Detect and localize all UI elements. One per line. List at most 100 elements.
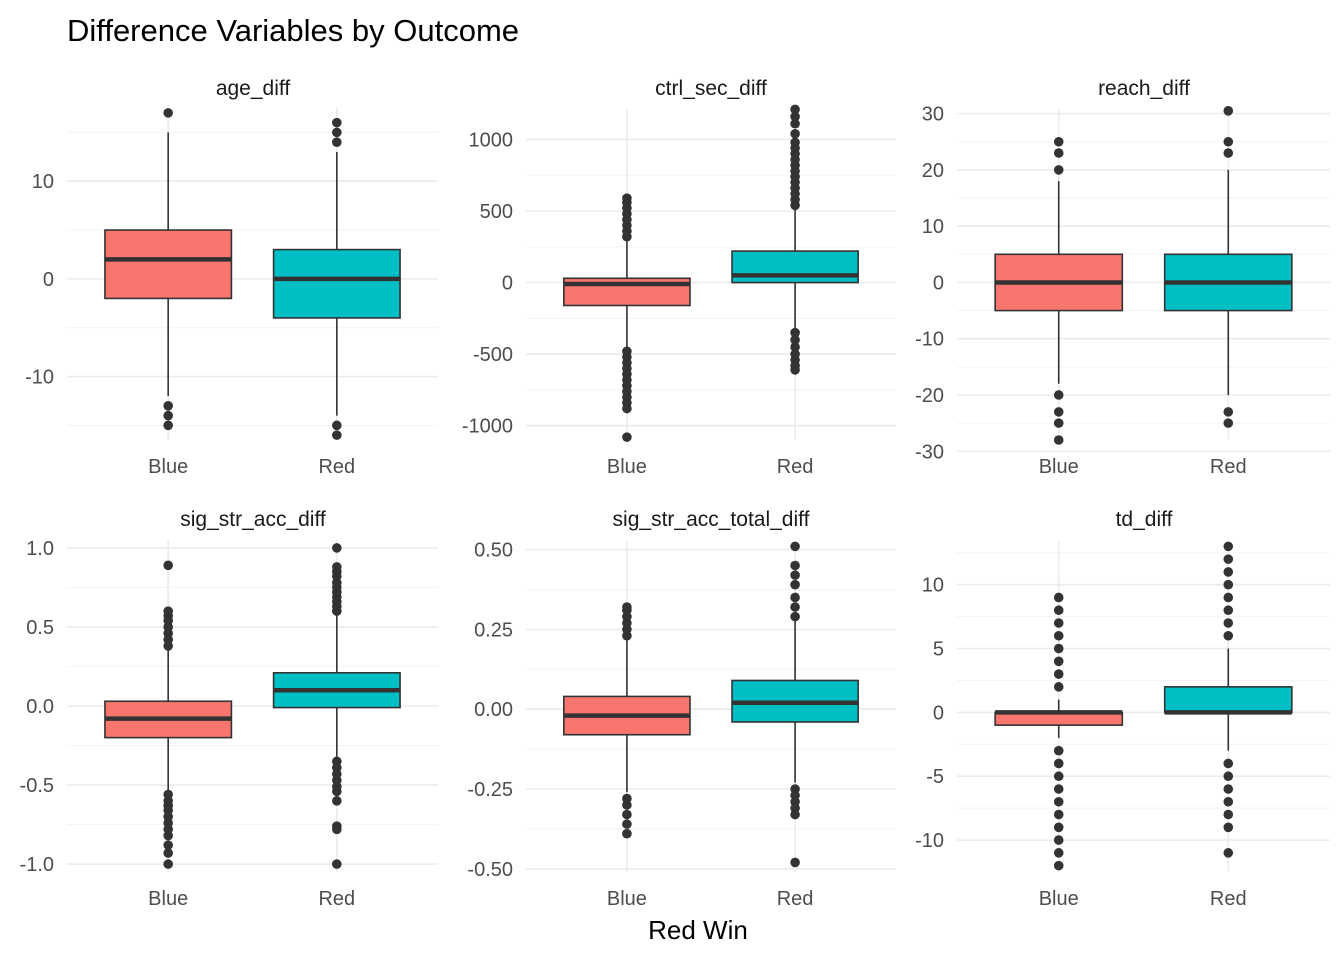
outlier-point <box>790 809 800 820</box>
outlier-point <box>332 127 342 138</box>
facet-strip-label: age_diff <box>216 77 291 100</box>
outlier-point <box>1223 136 1234 147</box>
y-tick-label: 1.0 <box>26 538 54 560</box>
y-tick-label: 1000 <box>469 129 514 151</box>
outlier-point <box>1053 407 1064 417</box>
outlier-point <box>163 410 173 421</box>
outlier-point <box>622 800 632 810</box>
iqr-box <box>272 248 401 319</box>
y-tick-label: -0.5 <box>20 775 54 797</box>
y-tick-label: 0.00 <box>474 699 513 721</box>
x-tick-label: Blue <box>1039 888 1079 910</box>
y-tick-label: -10 <box>915 830 944 852</box>
iqr-box <box>731 250 859 284</box>
y-tick-label: 0.50 <box>474 540 513 562</box>
outlier-point <box>1053 745 1064 756</box>
box-red <box>1163 106 1293 428</box>
outlier-point <box>1223 796 1234 807</box>
outlier-point <box>332 117 342 128</box>
outlier-point <box>790 579 800 590</box>
outlier-point <box>1053 848 1064 858</box>
outlier-point <box>622 819 632 829</box>
x-tick-label: Blue <box>607 456 647 478</box>
facet-strip-label: td_diff <box>1116 508 1173 531</box>
y-tick-label: -500 <box>473 344 513 366</box>
outlier-point <box>1223 148 1234 158</box>
x-axis-title: Red Win <box>648 915 748 945</box>
outlier-point <box>1053 771 1064 782</box>
box-red <box>1163 541 1293 858</box>
outlier-point <box>622 809 632 820</box>
outlier-point <box>332 543 342 553</box>
outlier-point <box>1053 682 1064 692</box>
box-blue <box>994 136 1124 445</box>
outlier-point <box>790 592 800 603</box>
y-tick-label: 0.25 <box>474 619 513 641</box>
outlier-point <box>1053 618 1064 628</box>
outlier-point <box>332 859 342 869</box>
x-tick-label: Red <box>318 456 355 478</box>
x-tick-label: Blue <box>1039 456 1079 478</box>
outlier-point <box>332 420 342 431</box>
outlier-point <box>1053 835 1064 845</box>
box-blue <box>104 560 233 869</box>
y-tick-label: -30 <box>915 441 944 463</box>
outlier-point <box>1223 630 1234 641</box>
outlier-point <box>790 602 800 612</box>
outlier-point <box>332 562 342 572</box>
facet-panel-sig_str_acc_total_diff: -0.50 -0.25 0.00 0.25 0.50 Blue Red sig_str_acc… <box>467 508 896 910</box>
outlier-point <box>622 403 632 414</box>
outlier-point <box>163 830 173 841</box>
outlier-point <box>790 560 800 571</box>
outlier-point <box>1053 643 1064 654</box>
outlier-point <box>163 401 173 411</box>
outlier-point <box>790 111 800 122</box>
outlier-point <box>1223 541 1234 552</box>
outlier-point <box>790 137 800 148</box>
box-blue <box>104 108 233 431</box>
x-tick-label: Red <box>777 456 814 478</box>
outlier-point <box>1223 106 1234 116</box>
outlier-point <box>1053 390 1064 400</box>
y-tick-label: 20 <box>922 160 944 182</box>
outlier-point <box>622 193 632 203</box>
outlier-point <box>163 560 173 571</box>
x-tick-label: Red <box>1210 888 1247 910</box>
y-tick-label: 30 <box>922 104 944 126</box>
outlier-point <box>790 342 800 352</box>
box-blue <box>563 602 691 839</box>
x-tick-label: Blue <box>148 888 188 910</box>
outlier-point <box>1053 435 1064 445</box>
iqr-box <box>1163 686 1293 714</box>
outlier-point <box>1053 630 1064 641</box>
y-tick-label: 0.5 <box>26 617 54 639</box>
box-red <box>731 541 859 868</box>
outlier-point <box>790 118 800 129</box>
y-tick-label: -0.25 <box>467 779 513 801</box>
facet-panel-td_diff: -10 -5 0 5 10 Blue Red td_diff <box>915 508 1330 910</box>
y-tick-label: -1.0 <box>20 854 54 876</box>
outlier-point <box>332 786 342 797</box>
outlier-point <box>1223 771 1234 782</box>
outlier-point <box>790 335 800 345</box>
y-tick-label: 0 <box>502 273 513 295</box>
y-tick-label: 10 <box>922 216 944 238</box>
outlier-point <box>790 104 800 115</box>
outlier-point <box>1053 418 1064 428</box>
outlier-point <box>1053 822 1064 833</box>
outlier-point <box>1223 567 1234 577</box>
y-tick-label: -1000 <box>462 416 513 438</box>
box-red <box>731 104 859 375</box>
x-tick-label: Blue <box>148 456 188 478</box>
outlier-point <box>1053 796 1064 807</box>
outlier-point <box>1223 618 1234 628</box>
y-tick-label: 500 <box>480 201 513 223</box>
facet-strip-label: ctrl_sec_diff <box>655 77 767 100</box>
outlier-point <box>1223 554 1234 564</box>
x-tick-label: Blue <box>607 888 647 910</box>
outlier-point <box>1053 148 1064 158</box>
outlier-point <box>1223 592 1234 603</box>
facet-panel-age_diff: -10 0 10 Blue Red age_diff <box>25 77 438 478</box>
y-tick-label: -10 <box>915 329 944 351</box>
